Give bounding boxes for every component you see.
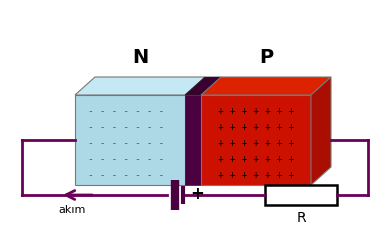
Text: + + + + + + +: + + + + + + + <box>218 170 294 180</box>
Text: +: + <box>190 185 204 203</box>
Polygon shape <box>185 77 221 95</box>
Text: - - - - - - -: - - - - - - - <box>88 106 164 116</box>
Polygon shape <box>75 95 185 185</box>
Polygon shape <box>75 77 205 95</box>
Text: - - - - - - -: - - - - - - - <box>88 170 164 180</box>
Text: - - - - - - -: - - - - - - - <box>88 138 164 148</box>
Text: + + + + + + +: + + + + + + + <box>218 154 294 164</box>
Text: N: N <box>132 48 148 67</box>
Polygon shape <box>311 77 331 185</box>
Text: + + + + + + +: + + + + + + + <box>218 106 294 116</box>
Polygon shape <box>185 95 201 185</box>
Polygon shape <box>201 77 331 95</box>
Text: akım: akım <box>58 205 85 215</box>
Text: + + + + + + +: + + + + + + + <box>218 138 294 148</box>
Text: - - - - - - -: - - - - - - - <box>88 154 164 164</box>
Text: + + + + + + +: + + + + + + + <box>218 122 294 132</box>
Text: R: R <box>296 211 306 225</box>
Bar <box>265 185 337 205</box>
Polygon shape <box>201 95 311 185</box>
Text: - - - - - - -: - - - - - - - <box>88 122 164 132</box>
Text: P: P <box>259 48 273 67</box>
